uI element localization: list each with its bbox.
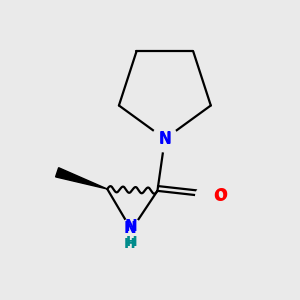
Text: O: O <box>213 189 226 204</box>
Text: N: N <box>123 220 136 236</box>
Circle shape <box>196 184 220 208</box>
Text: H: H <box>126 235 137 249</box>
Text: H: H <box>124 237 135 251</box>
Text: N: N <box>158 132 171 147</box>
Text: O: O <box>214 188 227 203</box>
Polygon shape <box>56 168 107 189</box>
Circle shape <box>152 126 178 152</box>
Text: N: N <box>158 131 171 146</box>
Circle shape <box>120 219 142 241</box>
Text: N: N <box>125 219 138 234</box>
